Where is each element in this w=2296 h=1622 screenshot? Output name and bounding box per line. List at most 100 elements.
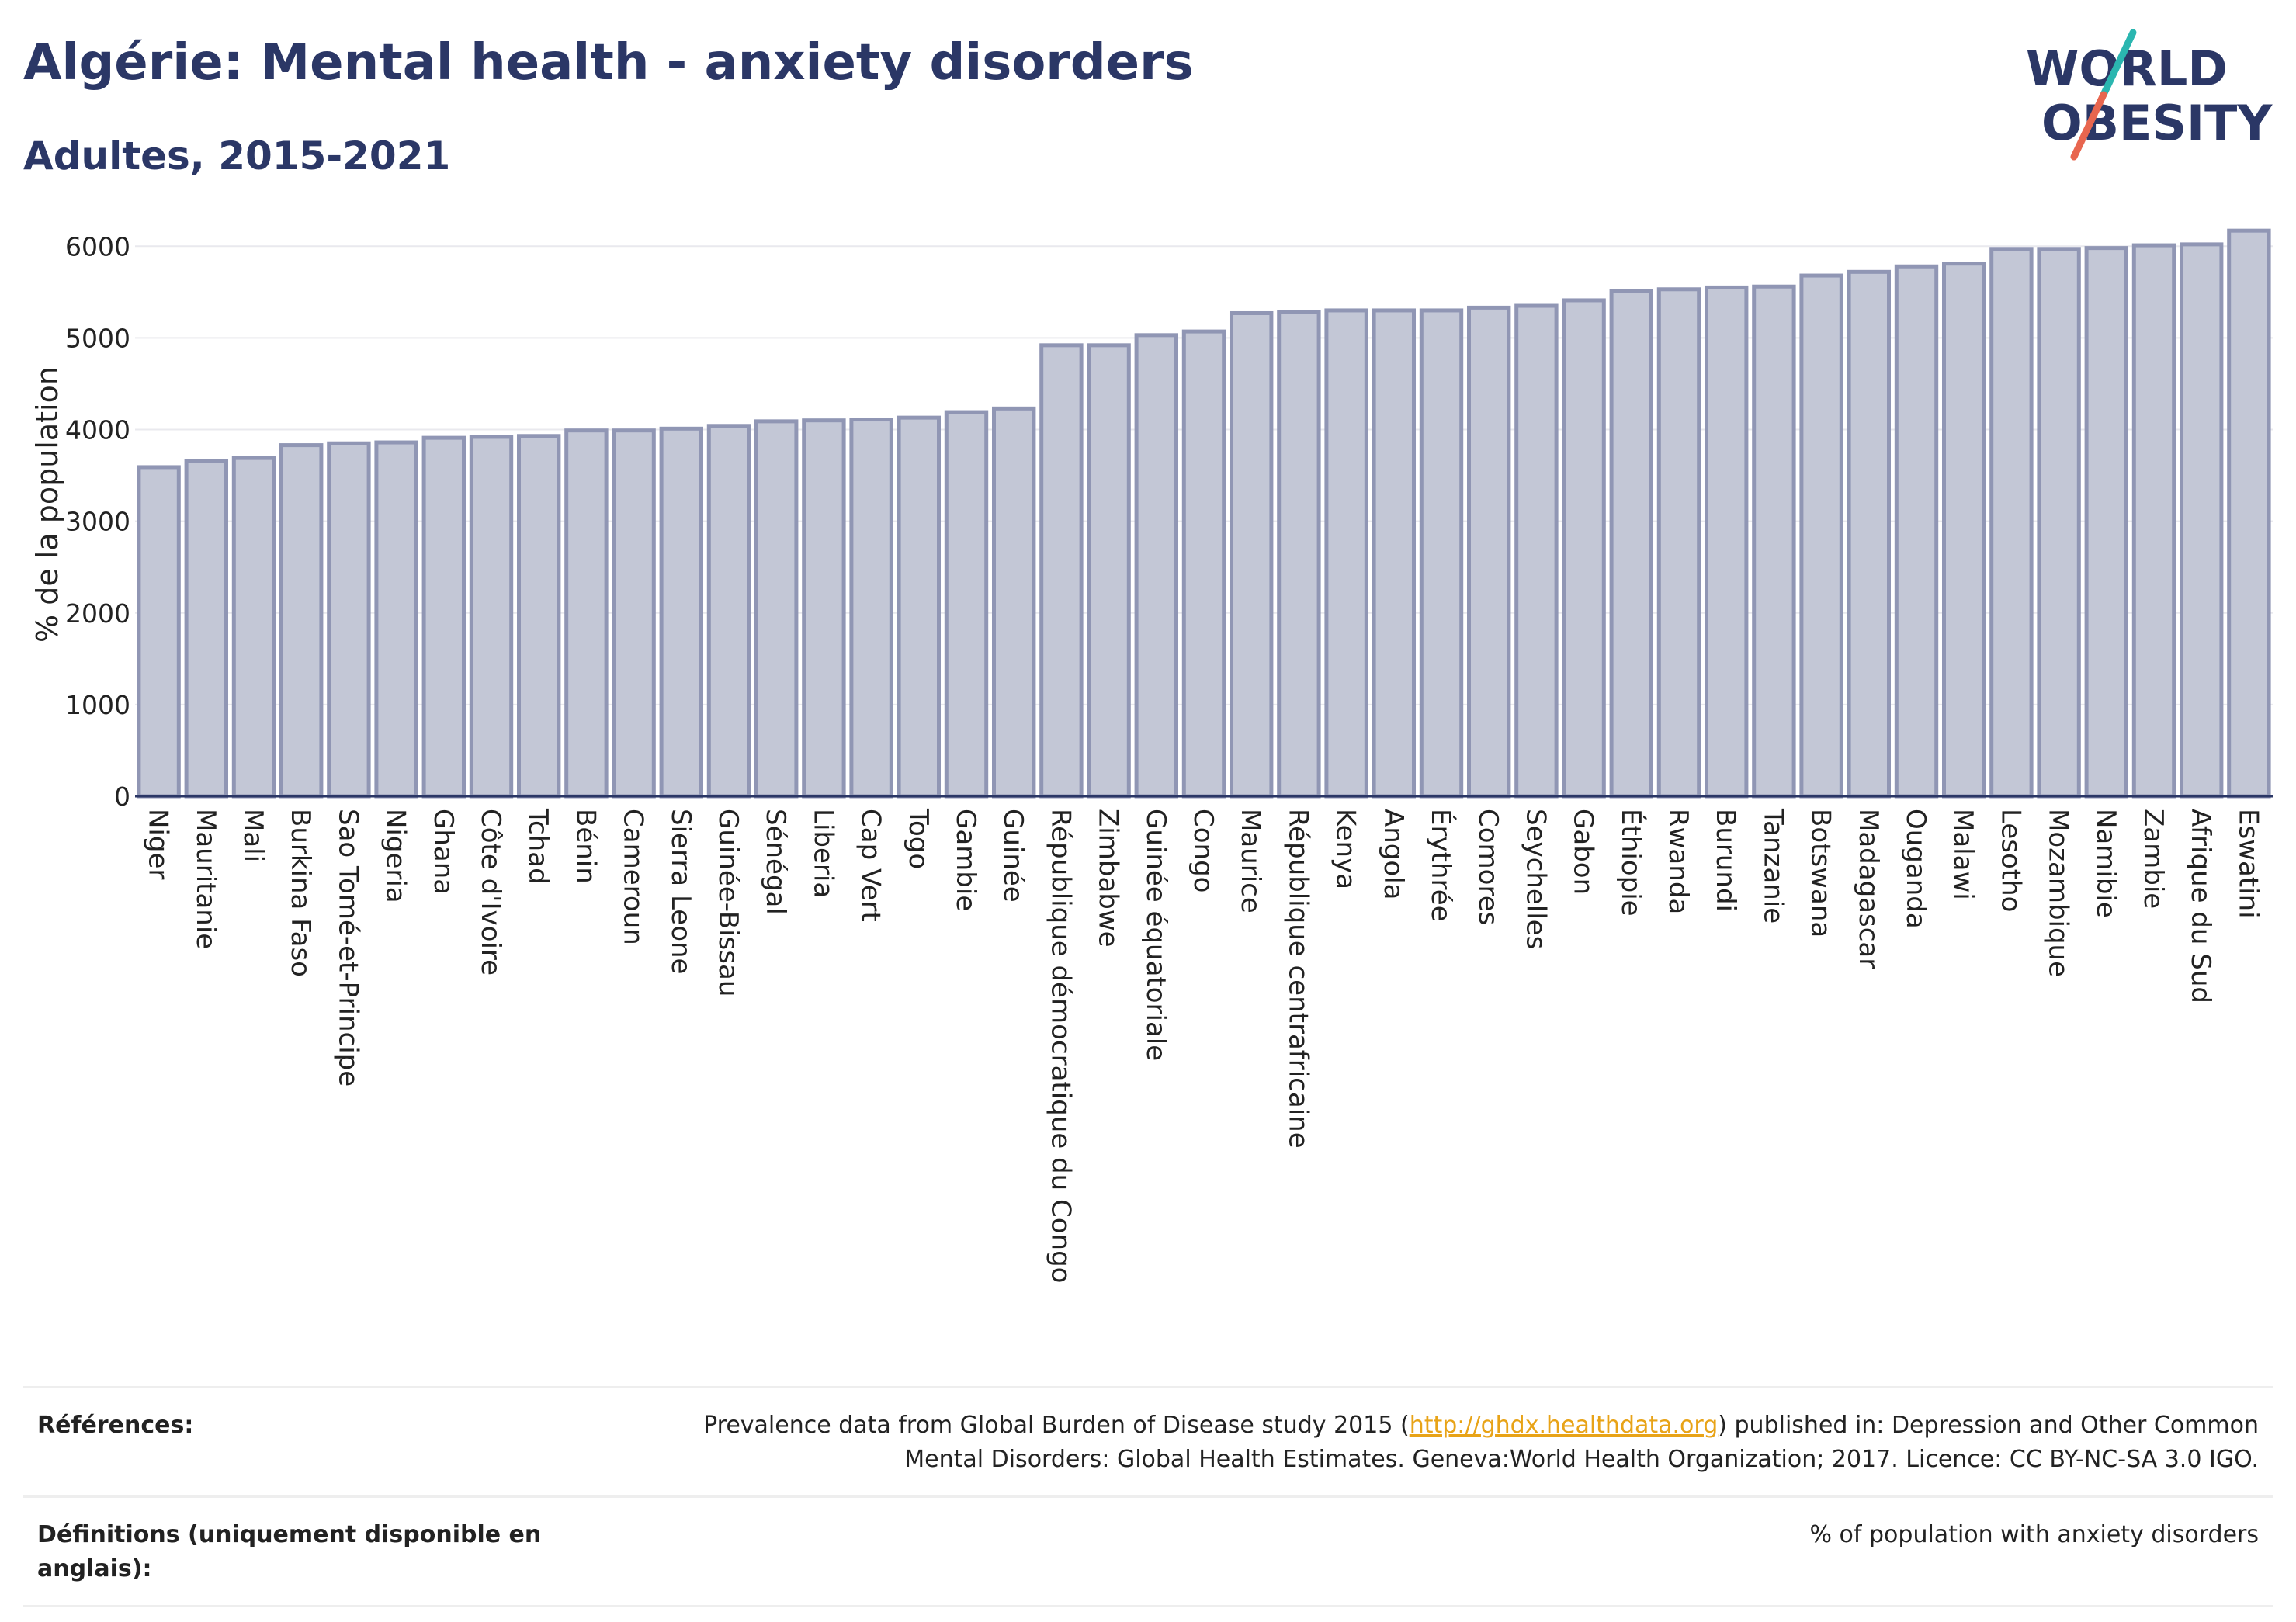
y-tick-label: 2000 (65, 598, 130, 629)
bar-10 (612, 428, 656, 799)
x-tick-label: Burkina Faso (285, 809, 316, 977)
bar-4 (327, 441, 371, 799)
references-link[interactable]: http://ghdx.healthdata.org (1409, 1412, 1719, 1439)
bar-22 (1181, 329, 1226, 799)
bar-1 (184, 459, 229, 799)
references-label: Références: (37, 1412, 194, 1439)
x-tick-label: Seychelles (1520, 809, 1551, 949)
axes: 0 1000 2000 3000 4000 5000 6000 (65, 231, 2273, 812)
x-tick-label: Nigeria (380, 809, 411, 903)
bar-23 (1229, 310, 1274, 799)
bar-9 (564, 428, 609, 799)
bar-2 (231, 456, 276, 799)
bar-31 (1609, 289, 1654, 799)
x-tick-label: Gabon (1568, 809, 1599, 895)
x-tick-label: Botswana (1805, 809, 1836, 938)
y-tick-label: 4000 (65, 415, 130, 445)
logo-slash-bottom (2070, 91, 2107, 161)
x-tick-label: Gambie (950, 809, 981, 911)
x-tick-label: Sénégal (760, 809, 791, 915)
x-tick-label: Guinée (997, 809, 1028, 903)
x-tick-label: Zambie (2138, 809, 2169, 909)
x-tick-label: Bénin (570, 809, 601, 884)
x-tick-label: République centrafricaine (1282, 809, 1313, 1149)
definitions-text: % of population with anxiety disorders (1809, 1521, 2259, 1548)
bar-43 (2179, 242, 2224, 799)
bar-chart: 0 1000 2000 3000 4000 5000 6000 Niger Mauritani… (30, 228, 2273, 1283)
bar-26 (1372, 308, 1417, 799)
bar-15 (849, 418, 893, 799)
y-tick-label: 6000 (65, 231, 130, 262)
bar-35 (1799, 273, 1843, 799)
bar-34 (1752, 284, 1796, 799)
x-tick-label: Burundi (1710, 809, 1741, 912)
definitions-label: Définitions (uniquement disponible en an… (37, 1521, 542, 1582)
bar-28 (1466, 305, 1511, 799)
x-tick-label: République démocratique du Congo (1045, 809, 1076, 1283)
bar-12 (706, 424, 751, 799)
bar-44 (2227, 228, 2271, 799)
references-row: Références: Prevalence data from Global … (23, 1386, 2273, 1495)
x-tick-label: Tanzanie (1757, 808, 1788, 924)
references-text-before: Prevalence data from Global Burden of Di… (703, 1412, 1410, 1439)
chart-subtitle: Adultes, 2015-2021 (23, 133, 451, 178)
x-tick-label: Ghana (428, 809, 459, 895)
bar-7 (469, 435, 514, 799)
bar-36 (1847, 269, 1892, 799)
x-tick-label: Congo (1188, 809, 1219, 892)
x-tick-label: Namibie (2090, 809, 2121, 918)
x-tick-label: Cap Vert (855, 809, 886, 922)
x-tick-label: Ouganda (1900, 809, 1931, 929)
bar-6 (421, 435, 466, 799)
bar-21 (1134, 333, 1179, 799)
bar-20 (1087, 343, 1131, 799)
bar-29 (1514, 303, 1559, 799)
bar-25 (1324, 308, 1368, 799)
x-tick-label: Guinée équatoriale (1140, 809, 1171, 1061)
x-tick-label: Tchad (522, 808, 553, 885)
x-tick-label: Liberia (807, 809, 838, 898)
y-tick-label: 1000 (65, 690, 130, 720)
x-tick-label: Sao Tomé-et-Principe (332, 809, 363, 1087)
y-tick-label: 5000 (65, 323, 130, 353)
bar-17 (944, 410, 989, 799)
x-tick-label: Sierra Leone (665, 809, 696, 974)
bar-19 (1039, 343, 1084, 799)
y-tick-label: 3000 (65, 507, 130, 537)
bar-32 (1656, 287, 1701, 799)
bar-5 (374, 440, 418, 799)
bar-41 (2084, 246, 2129, 799)
bar-16 (897, 415, 942, 799)
references-text-after: ) published in: Depression and Other Com… (904, 1412, 2259, 1473)
bar-24 (1277, 310, 1321, 799)
bar-30 (1562, 298, 1606, 799)
x-tick-label: Mali (238, 809, 269, 862)
x-tick-label: Mozambique (2043, 809, 2074, 977)
logo-word-obesity: OBESITY (2041, 95, 2273, 151)
bar-3 (279, 443, 324, 799)
bar-42 (2131, 243, 2176, 799)
footer: Références: Prevalence data from Global … (23, 1386, 2273, 1607)
y-tick-label: 0 (114, 782, 130, 812)
x-tick-label: Togo (903, 808, 934, 869)
bar-11 (659, 426, 704, 799)
x-tick-label: Zimbabwe (1093, 809, 1124, 948)
x-tick-label: Afrique du Sud (2185, 809, 2216, 1003)
bars (137, 228, 2271, 799)
y-axis-title: % de la population (30, 366, 64, 643)
chart-title: Algérie: Mental health - anxiety disorde… (23, 34, 1194, 92)
x-tick-label: Maurice (1235, 809, 1266, 913)
world-obesity-logo: WORLD OBESITY (2026, 29, 2273, 161)
bar-39 (1989, 247, 2034, 799)
bar-33 (1704, 285, 1749, 799)
bar-40 (2037, 247, 2081, 799)
bar-14 (802, 418, 846, 799)
x-tick-label: Kenya (1330, 809, 1361, 889)
x-tick-label: Éthiopie (1615, 809, 1647, 917)
x-tick-label: Malawi (1947, 809, 1979, 900)
bar-8 (516, 434, 561, 799)
x-tick-label: Lesotho (1995, 809, 2026, 912)
references-text: Prevalence data from Global Burden of Di… (644, 1409, 2259, 1477)
bar-13 (754, 419, 799, 799)
bar-18 (991, 406, 1036, 799)
